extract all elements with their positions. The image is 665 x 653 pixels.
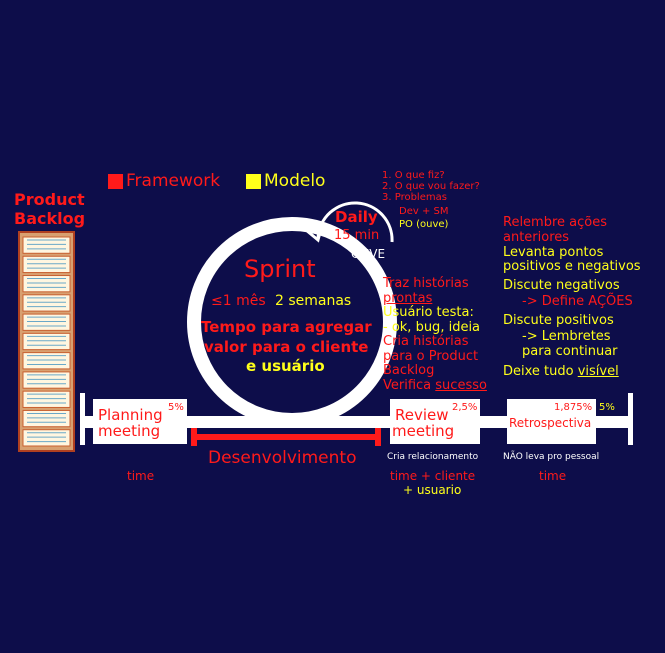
timeline-end-tick: [628, 393, 633, 445]
review-note-8: Verifica sucesso: [383, 377, 487, 394]
retro-note-8: -> Lembretes: [522, 329, 611, 344]
retro-note-10a: Deixe tudo: [503, 364, 578, 379]
review-box: [390, 399, 480, 444]
backlog-item: [22, 409, 71, 428]
planning-label-line1: Planning: [98, 406, 163, 424]
retro-note-1: Relembre ações: [503, 215, 607, 230]
sprint-duration-a: ≤1 mês: [211, 293, 266, 309]
planning-box: [93, 399, 187, 444]
retro-note-6: -> Define AÇÕES: [522, 294, 633, 309]
review-notes: Traz histórias prontas Usuário testa: - …: [383, 276, 487, 394]
review-note-1: Traz histórias: [383, 276, 469, 291]
review-note-3: Usuário testa:: [383, 305, 474, 320]
retro-box: [507, 399, 596, 444]
retro-note-2: anteriores: [503, 230, 570, 245]
daily-question-2: 2. O que vou fazer?: [382, 181, 480, 192]
sprint-title: Sprint: [244, 255, 316, 283]
retro-note-9: para continuar: [522, 344, 618, 359]
review-note-8b: sucesso: [435, 377, 487, 393]
backlog-item: [22, 275, 71, 293]
timeline-start-tick: [80, 393, 85, 445]
planning-label-line2: meeting: [98, 422, 161, 440]
retro-note-5: Discute negativos: [503, 278, 620, 293]
framework-swatch: [108, 174, 123, 189]
time-retro: time: [539, 469, 567, 483]
review-label: Review meeting: [392, 407, 454, 439]
daily-ouve: OUVE: [351, 247, 386, 261]
backlog-item: [22, 371, 71, 389]
daily-title: Daily: [335, 208, 378, 226]
daily-duration: 15 min: [334, 228, 380, 243]
review-note-6: para o Product: [383, 348, 479, 364]
daily-question-3: 3. Problemas: [382, 192, 447, 203]
planning-label: Planning meeting: [98, 407, 163, 439]
sprint-goal-line2: valor para o cliente: [204, 338, 369, 356]
backlog-item: [22, 390, 71, 408]
backlog-item: [22, 294, 71, 312]
daily-question-1: 1. O que fiz?: [382, 170, 445, 181]
retro-percent-a: 1,875%: [554, 402, 593, 413]
product-backlog-title-line1: Product: [14, 190, 85, 209]
retro-label: Retrospectiva: [509, 416, 592, 430]
product-backlog-title: Product Backlog: [14, 190, 85, 228]
modelo-swatch: [246, 174, 261, 189]
sprint-duration-b: 2 semanas: [275, 293, 352, 309]
time-review-line2: + usuario: [403, 483, 462, 497]
product-backlog-title-line2: Backlog: [14, 209, 86, 228]
review-note-4: - ok, bug, ideia: [383, 319, 481, 335]
retro-note-3: Levanta pontos: [503, 245, 604, 260]
review-note-2: prontas: [383, 290, 433, 306]
review-note-5: Cria histórias: [383, 334, 469, 349]
review-percent: 2,5%: [452, 402, 478, 413]
backlog-item: [22, 332, 71, 351]
backlog-item: [22, 352, 71, 370]
timeline-bar: [80, 416, 632, 428]
daily-questions: 1. O que fiz? 2. O que vou fazer? 3. Pro…: [382, 170, 480, 203]
desenvolvimento-bracket: [191, 428, 381, 446]
backlog-item: [22, 429, 71, 447]
time-planning: time: [127, 469, 155, 483]
time-review-line1: time + cliente: [390, 469, 476, 483]
desenvolvimento-label: Desenvolvimento: [208, 448, 357, 468]
sprint-ring: [187, 217, 397, 427]
backlog-item: [22, 236, 71, 254]
retro-note-7: Discute positivos: [503, 313, 614, 328]
retro-note-10: Deixe tudo visível: [503, 364, 619, 379]
review-note-8a: Verifica: [383, 377, 436, 393]
review-label-line1: Review: [395, 406, 449, 424]
review-note-7: Backlog: [383, 363, 435, 378]
daily-po: PO (ouve): [399, 219, 449, 230]
backlog-item: [22, 255, 71, 274]
retro-note-10b: visível: [577, 364, 619, 379]
retro-subnote: NÃO leva pro pessoal: [503, 452, 600, 462]
planning-percent: 5%: [168, 402, 184, 413]
legend-framework: Framework: [126, 171, 221, 191]
review-label-line2: meeting: [392, 422, 455, 440]
sprint-goal-line3: e usuário: [246, 357, 325, 375]
backlog-item: [22, 313, 71, 331]
daily-loop: [305, 201, 394, 243]
retro-percent-b: 5%: [599, 402, 615, 413]
retro-note-4: positivos e negativos: [503, 259, 641, 274]
daily-participants: Dev + SM: [399, 206, 449, 217]
product-backlog-stack: [18, 231, 75, 452]
legend-modelo: Modelo: [264, 171, 326, 191]
sprint-goal-line1: Tempo para agregar: [201, 318, 372, 336]
review-subnote: Cria relacionamento: [387, 452, 479, 462]
